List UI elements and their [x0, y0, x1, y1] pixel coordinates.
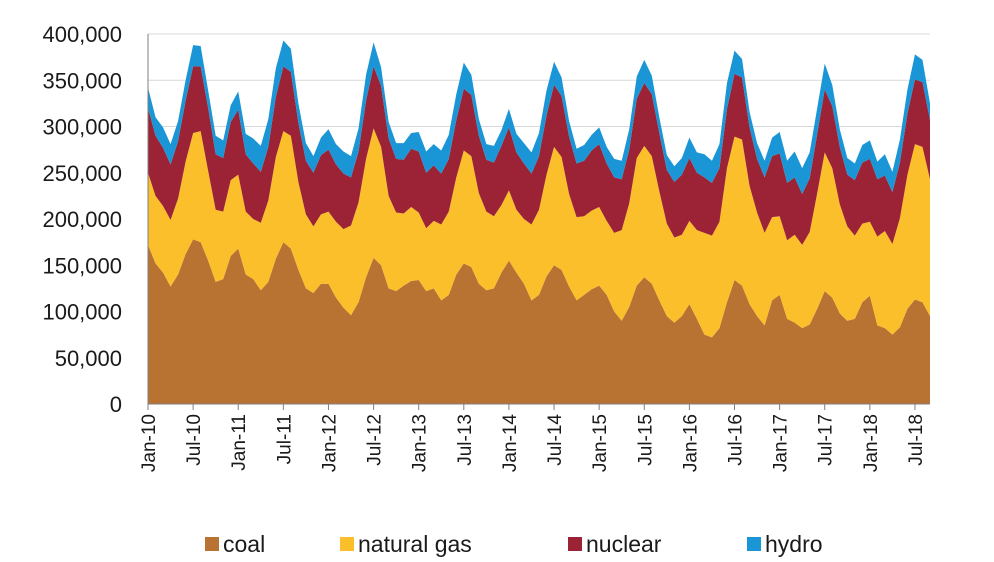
- x-tick-label: Jan-12: [319, 414, 340, 472]
- x-tick-label: Jul-13: [455, 414, 476, 466]
- legend-swatch: [568, 537, 582, 551]
- y-tick-label: 250,000: [42, 161, 122, 186]
- x-tick-label: Jul-16: [726, 414, 747, 466]
- legend-swatch: [747, 537, 761, 551]
- legend-item-hydro: hydro: [747, 531, 823, 557]
- legend-swatch: [340, 537, 354, 551]
- area-nuclear: [148, 66, 930, 245]
- x-tick-label: Jan-14: [500, 414, 521, 473]
- x-tick-label: Jul-15: [635, 414, 656, 466]
- legend-label: natural gas: [358, 531, 472, 557]
- legend-item-natural-gas: natural gas: [340, 531, 472, 557]
- x-tick-label: Jul-12: [365, 414, 386, 466]
- area-series-group: [148, 40, 930, 404]
- area-hydro: [148, 40, 930, 195]
- x-tick-label: Jan-17: [771, 414, 792, 472]
- y-tick-label: 350,000: [42, 68, 122, 93]
- legend-swatch: [205, 537, 219, 551]
- y-tick-labels: 0 50,000 100,000 150,000 200,000 250,000 300,0…: [42, 22, 122, 417]
- x-tick-labels: Jan-10 Jul-10 Jan-11 Jul-11 Jan-12 Jul-12 Jan-…: [139, 404, 927, 472]
- x-tick-label: Jan-11: [229, 414, 250, 471]
- y-tick-label: 400,000: [42, 22, 122, 47]
- y-tick-label: 150,000: [42, 253, 122, 278]
- legend-label: coal: [223, 531, 265, 557]
- x-tick-label: Jul-10: [184, 414, 205, 466]
- axes: [147, 34, 930, 405]
- legend: coal natural gas nuclear hydro: [205, 531, 823, 557]
- x-tick-label: Jan-10: [139, 414, 160, 472]
- area-coal: [148, 239, 930, 404]
- y-tick-label: 300,000: [42, 115, 122, 140]
- area-natural-gas: [148, 128, 930, 338]
- x-tick-label: Jul-14: [545, 414, 566, 466]
- x-tick-label: Jan-18: [861, 414, 882, 472]
- legend-item-coal: coal: [205, 531, 265, 557]
- x-tick-label: Jul-17: [816, 414, 837, 466]
- x-tick-label: Jan-13: [410, 414, 431, 472]
- x-tick-label: Jul-11: [274, 414, 295, 464]
- x-tick-label: Jul-18: [906, 414, 927, 466]
- y-tick-label: 100,000: [42, 300, 122, 325]
- y-tick-label: 200,000: [42, 207, 122, 232]
- legend-label: hydro: [765, 531, 823, 557]
- x-tick-label: Jan-15: [590, 414, 611, 472]
- legend-item-nuclear: nuclear: [568, 531, 662, 557]
- legend-label: nuclear: [586, 531, 662, 557]
- x-tick-label: Jan-16: [680, 414, 701, 472]
- y-tick-label: 50,000: [55, 346, 122, 371]
- y-tick-label: 0: [110, 392, 122, 417]
